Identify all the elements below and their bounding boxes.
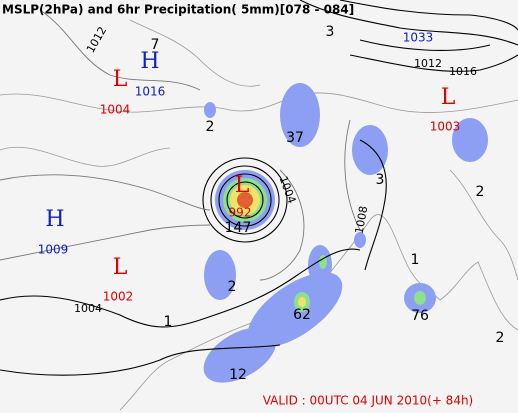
isobar-label: 1016 bbox=[449, 65, 477, 78]
center-value: 1003 bbox=[430, 120, 461, 134]
precip-label: 37 bbox=[286, 130, 304, 146]
center-letter: L bbox=[441, 85, 456, 110]
precip-label: 3 bbox=[376, 172, 385, 188]
isobar-label: 1004 bbox=[277, 174, 299, 205]
isobar-label: 1008 bbox=[353, 205, 371, 235]
cyclone bbox=[202, 157, 288, 243]
center-letter: H bbox=[45, 207, 64, 232]
precip-label: 1 bbox=[411, 252, 420, 268]
center-value: 992 bbox=[229, 206, 252, 220]
center-value: 1002 bbox=[103, 290, 134, 304]
center-value: 1004 bbox=[100, 103, 131, 117]
precip-label: 2 bbox=[228, 279, 237, 295]
isobars bbox=[0, 0, 518, 376]
high-value: 1033 bbox=[403, 31, 434, 45]
valid-time: VALID : 00UTC 04 JUN 2010(+ 84h) bbox=[263, 394, 474, 408]
isobar-label: 1004 bbox=[74, 302, 102, 315]
precip-label: 62 bbox=[293, 307, 311, 323]
precipitation bbox=[203, 83, 488, 383]
precip-label: 7 bbox=[151, 37, 160, 53]
title: MSLP(2hPa) and 6hr Precipitation( 5mm)[0… bbox=[2, 3, 354, 17]
isobar-label: 1012 bbox=[414, 57, 442, 70]
precip-label: 2 bbox=[496, 330, 505, 346]
center-letter: H bbox=[140, 49, 159, 74]
precip-label: 12 bbox=[229, 367, 247, 383]
center-letter: L bbox=[113, 67, 128, 92]
center-letter: L bbox=[235, 173, 250, 198]
precip-label: 1 bbox=[164, 314, 173, 330]
center-value: 1009 bbox=[38, 243, 69, 257]
center-letter: L bbox=[113, 255, 128, 280]
precip-label: 2 bbox=[476, 184, 485, 200]
precip-label: 76 bbox=[411, 308, 429, 324]
precip-label: 147 bbox=[225, 220, 252, 236]
isobar-label: 1012 bbox=[84, 24, 109, 55]
precip-label: 3 bbox=[326, 24, 335, 40]
precip-label: 2 bbox=[206, 119, 215, 135]
center-value: 1016 bbox=[135, 85, 166, 99]
